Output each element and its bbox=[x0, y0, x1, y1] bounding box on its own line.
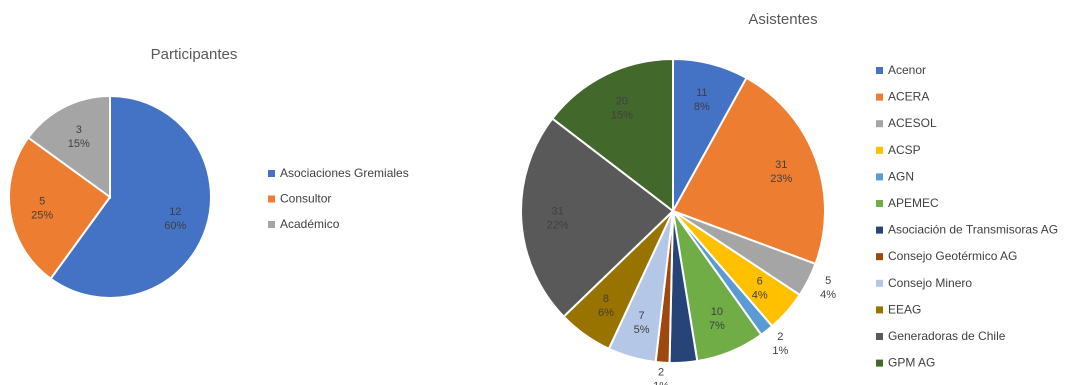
legend-item-acenor: Acenor bbox=[876, 63, 926, 77]
legend-swatch bbox=[268, 170, 275, 177]
legend-label: AGN bbox=[888, 169, 914, 183]
data-label-value: 3 bbox=[76, 124, 82, 136]
data-label-percent: 1% bbox=[653, 381, 669, 385]
legend-asistentes: Acenor ACERA ACESOL ACSP AGN APEMEC Asociación… bbox=[876, 63, 1058, 370]
legend-swatch bbox=[876, 67, 883, 74]
legend-swatch bbox=[876, 200, 883, 207]
legend-item-consultor: Consultor bbox=[268, 192, 331, 206]
legend-label: Consejo Minero bbox=[888, 276, 972, 290]
data-label-value: 7 bbox=[639, 310, 645, 322]
legend-swatch bbox=[876, 120, 883, 128]
data-label-percent: 1% bbox=[772, 345, 788, 357]
data-label-percent: 60% bbox=[164, 220, 186, 232]
legend-swatch bbox=[876, 333, 883, 340]
pie-chart-participantes: 12 60% 5 25% 3 15% bbox=[8, 94, 212, 299]
data-label-value: 2 bbox=[658, 367, 664, 379]
pie-slice-generadoras-de-chile bbox=[520, 117, 675, 319]
pie-slice-consultor bbox=[8, 136, 112, 281]
data-label-value: 12 bbox=[169, 206, 181, 218]
data-label-percent: 8% bbox=[694, 101, 710, 113]
legend-swatch bbox=[268, 195, 275, 203]
legend-swatch bbox=[268, 221, 275, 228]
data-label-value: 11 bbox=[696, 87, 707, 99]
chart-title-asistentes: Asistentes bbox=[748, 11, 817, 28]
chart-title-participantes: Participantes bbox=[151, 46, 238, 63]
pie-slice-academico bbox=[26, 94, 111, 199]
data-label-percent: 25% bbox=[31, 210, 53, 222]
legend-swatch bbox=[876, 93, 883, 101]
legend-swatch bbox=[876, 173, 883, 181]
data-label-percent: 22% bbox=[547, 220, 569, 232]
legend-label: Consultor bbox=[280, 192, 331, 206]
data-label-value: 2 bbox=[777, 331, 783, 343]
legend-label: EEAG bbox=[888, 302, 921, 316]
data-label-value: 8 bbox=[603, 293, 609, 305]
data-label-percent: 5% bbox=[634, 324, 650, 336]
legend-participantes: Asociaciones Gremiales Consultor Académico bbox=[268, 166, 409, 231]
data-label-value: 5 bbox=[39, 196, 45, 208]
legend-item-academico: Académico bbox=[268, 217, 340, 231]
legend-item-consejo-geotermico-ag: Consejo Geotérmico AG bbox=[876, 249, 1017, 263]
legend-item-asociaciones-gremiales: Asociaciones Gremiales bbox=[268, 166, 409, 180]
legend-label: ACSP bbox=[888, 143, 921, 157]
legend-item-generadoras-de-chile: Generadoras de Chile bbox=[876, 329, 1006, 343]
data-label-value: 5 bbox=[825, 275, 831, 287]
data-label-percent: 6% bbox=[598, 307, 614, 319]
legend-item-acsp: ACSP bbox=[876, 143, 921, 157]
pie-slice-acera bbox=[671, 76, 826, 266]
data-label-value: 20 bbox=[616, 95, 628, 107]
legend-item-acera: ACERA bbox=[876, 90, 929, 104]
data-label-percent: 7% bbox=[709, 320, 725, 332]
data-label-value: 10 bbox=[711, 306, 723, 318]
data-label-percent: 15% bbox=[611, 109, 633, 121]
legend-swatch bbox=[876, 306, 883, 314]
legend-label: ACESOL bbox=[888, 116, 937, 130]
legend-item-apemec: APEMEC bbox=[876, 196, 939, 210]
legend-swatch bbox=[876, 253, 883, 261]
legend-swatch bbox=[876, 226, 883, 234]
data-label-percent: 23% bbox=[770, 173, 792, 185]
legend-swatch bbox=[876, 279, 883, 287]
pie-slice-asociaciones-gremiales bbox=[49, 94, 212, 299]
legend-label: Generadoras de Chile bbox=[888, 329, 1006, 343]
data-label-value: 31 bbox=[775, 159, 787, 171]
data-label-value: 6 bbox=[757, 275, 763, 287]
legend-item-gpm-ag: GPM AG bbox=[876, 356, 935, 370]
legend-label: GPM AG bbox=[888, 356, 935, 370]
legend-label: APEMEC bbox=[888, 196, 939, 210]
legend-label: Académico bbox=[280, 217, 340, 231]
legend-item-eeag: EEAG bbox=[876, 302, 921, 316]
data-label-percent: 4% bbox=[752, 289, 768, 301]
legend-label: Consejo Geotérmico AG bbox=[888, 249, 1017, 263]
legend-item-consejo-minero: Consejo Minero bbox=[876, 276, 972, 290]
legend-swatch bbox=[876, 146, 883, 154]
legend-label: ACERA bbox=[888, 90, 929, 104]
legend-label: Asociación de Transmisoras AG bbox=[888, 223, 1058, 237]
legend-item-asociacion-de-transmisoras-ag: Asociación de Transmisoras AG bbox=[876, 223, 1058, 237]
pie-slice-gpm-ag bbox=[550, 57, 674, 214]
legend-label: Acenor bbox=[888, 63, 926, 77]
legend-swatch bbox=[876, 359, 883, 367]
pie-chart-asistentes: 11 8% 31 23% 5 4% 6 4% 2 1% 10 7% 2 1% 7 5% 8 6% 31 22% 20 15… bbox=[520, 57, 836, 385]
legend-item-acesol: ACESOL bbox=[876, 116, 937, 130]
legend-label: Asociaciones Gremiales bbox=[280, 166, 409, 180]
legend-item-agn: AGN bbox=[876, 169, 914, 183]
data-label-percent: 15% bbox=[68, 138, 90, 150]
data-label-percent: 4% bbox=[820, 289, 836, 301]
data-label-value: 31 bbox=[552, 206, 564, 218]
